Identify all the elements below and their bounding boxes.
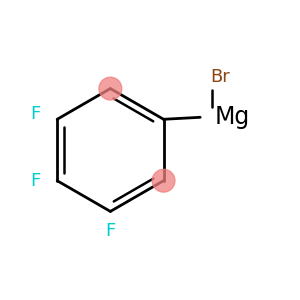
Text: F: F: [30, 172, 40, 190]
Circle shape: [99, 77, 122, 100]
Text: F: F: [30, 105, 40, 123]
Circle shape: [152, 169, 175, 192]
Text: Mg: Mg: [215, 105, 250, 129]
Text: Br: Br: [210, 68, 230, 86]
Text: F: F: [105, 222, 116, 240]
